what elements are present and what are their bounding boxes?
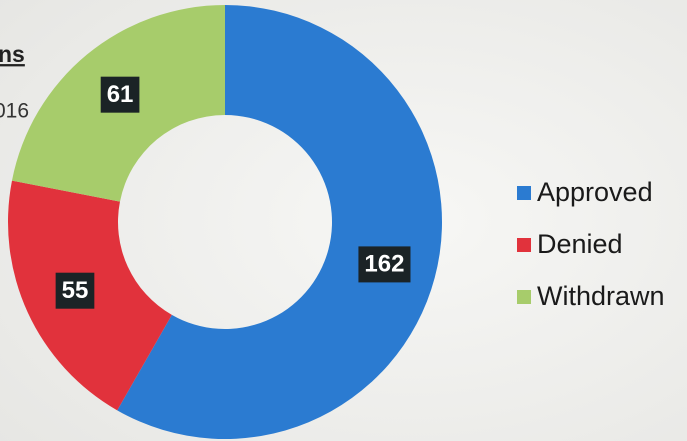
legend-swatch	[517, 186, 531, 200]
legend-label: Denied	[537, 229, 623, 259]
donut-slice	[117, 5, 443, 439]
chart-title: ns	[0, 41, 25, 67]
data-label-box	[358, 246, 411, 283]
data-label-box	[100, 76, 140, 113]
data-label: 61	[107, 81, 134, 108]
data-label: 162	[364, 251, 404, 278]
data-label-box	[55, 272, 95, 309]
legend-swatch	[517, 238, 531, 252]
legend-swatch	[517, 290, 531, 304]
data-labels: 162 55 61	[55, 76, 411, 309]
data-label: 55	[62, 277, 89, 304]
legend-label: Withdrawn	[537, 281, 665, 311]
legend: Approved Denied Withdrawn	[517, 177, 665, 311]
legend-label: Approved	[537, 177, 653, 207]
chart-subtitle: 016	[0, 100, 29, 123]
